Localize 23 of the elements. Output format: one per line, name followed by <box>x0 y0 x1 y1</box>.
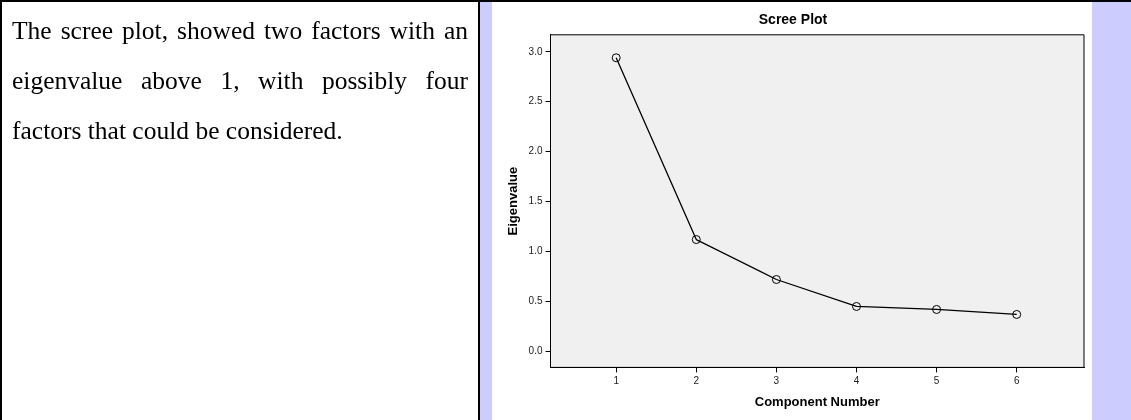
x-tick-label: 6 <box>1013 375 1020 387</box>
point <box>691 235 701 245</box>
y-tick-label: 2.5 <box>528 95 543 107</box>
y-tick-label: 0.0 <box>528 345 543 357</box>
point <box>1012 309 1022 319</box>
x-tick-label: 1 <box>613 375 620 387</box>
y-tick-label: 1.5 <box>528 195 543 207</box>
x-tick-label: 4 <box>853 375 860 387</box>
point <box>932 304 942 314</box>
x-tick-label: 5 <box>933 375 940 387</box>
y-tick-label: 2.0 <box>528 145 543 157</box>
x-tick-label: 3 <box>773 375 780 387</box>
y-tick-label: 3.0 <box>528 45 543 57</box>
chart-title: Scree Plot <box>758 11 828 28</box>
x-axis-title: Component Number <box>754 393 880 409</box>
point <box>611 53 621 63</box>
y-axis-title: Eigenvalue <box>505 166 521 236</box>
point <box>852 301 861 311</box>
point <box>771 275 781 285</box>
x-tick-label: 2 <box>693 375 700 387</box>
y-tick-label: 0.5 <box>528 295 543 307</box>
y-tick-label: 1.0 <box>528 245 543 257</box>
text: The scree plot, showed two factors with an eigenvalue above 1, with possibly four factors that could be considered. <box>12 15 468 147</box>
